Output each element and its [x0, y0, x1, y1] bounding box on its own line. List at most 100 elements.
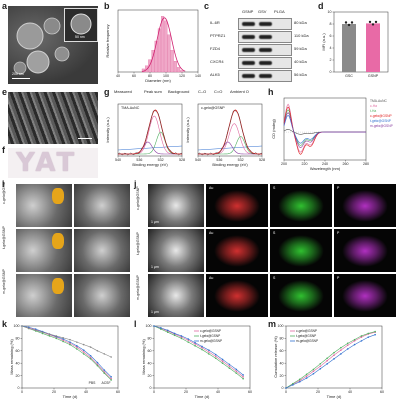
data-point — [292, 384, 294, 386]
data-point — [367, 336, 370, 338]
cd-series-line — [283, 103, 366, 153]
mfi-bar-chart: 0 2 4 6 8 10 MFI (a.u.) GSC GSNP — [321, 10, 389, 78]
mass-remaining-chart-l: 0 20 40 60 0 20 40 60 80 100 Time (d) Mass remainin… — [141, 324, 252, 399]
mfi-bar — [366, 23, 380, 72]
x-tick-label: 60 — [132, 74, 136, 78]
cd-spectrum: 200 220 240 260 280 Wavelength (nm) CD (mdeg) T… — [271, 97, 394, 171]
data-point — [103, 353, 106, 355]
x-tick-label: 528 — [179, 158, 185, 162]
data-point — [228, 367, 231, 369]
data-point — [62, 338, 64, 340]
data-point — [55, 335, 58, 337]
eds-scale-label: 1 μm — [151, 220, 159, 224]
histogram-bar — [173, 61, 177, 73]
yat-text: YAT — [16, 148, 78, 178]
plot-frame — [285, 325, 383, 389]
x-tick-label: 0 — [285, 390, 287, 394]
data-point — [353, 343, 356, 346]
panel-label-d: d — [318, 1, 324, 11]
plot-frame — [117, 103, 183, 157]
category-label: GSC — [345, 74, 353, 78]
data-point — [180, 336, 183, 338]
data-point — [34, 329, 37, 332]
xps-measured-line — [117, 110, 183, 156]
y-tick-label: 20 — [16, 374, 20, 378]
x-tick-label: 40 — [84, 390, 88, 394]
series-line — [153, 325, 244, 376]
cd-legend-label: t-gelα@GSNP — [370, 119, 392, 123]
x-tick-label: 40 — [216, 390, 220, 394]
data-point — [350, 21, 354, 24]
eds-sem-tile: 1 μm — [148, 274, 204, 317]
blot-band — [242, 48, 255, 52]
data-point — [346, 348, 349, 350]
x-tick-label: 240 — [322, 162, 328, 166]
eds-channel-tile: S — [270, 229, 332, 272]
xps-background-line — [197, 145, 263, 151]
x-tick-label: 140 — [195, 74, 201, 78]
cd-legend-label: m-gelα@GSNP — [370, 124, 394, 128]
y-axis-label: MFI (a.u.) — [321, 33, 326, 51]
data-point — [166, 331, 169, 333]
cd-series-line — [283, 106, 366, 155]
data-point — [326, 359, 328, 362]
data-point — [69, 342, 71, 345]
data-point — [62, 336, 64, 339]
scaffold-scale-bar — [78, 138, 92, 139]
data-point — [82, 343, 85, 346]
data-point — [89, 356, 92, 359]
data-point — [110, 379, 112, 381]
legend-label: c-gelα@GSNP — [296, 329, 317, 333]
panel-label-h: h — [268, 87, 274, 97]
data-point — [180, 337, 183, 340]
plot-frame — [21, 325, 119, 389]
blot-protein-label: FZD4 — [210, 46, 220, 51]
x-tick-label: 0 — [21, 390, 23, 394]
eds-signal — [342, 280, 388, 312]
data-point — [34, 328, 37, 330]
scale-label: 200 nm — [12, 72, 24, 76]
x-tick-label: 528 — [259, 158, 265, 162]
eds-channel-tile: Au — [206, 184, 268, 227]
eds-signal — [214, 190, 260, 222]
data-point — [214, 357, 217, 360]
data-point — [194, 345, 196, 347]
x-tick-label: 20 — [184, 390, 188, 394]
y-axis-label: Intensity (a.u.) — [185, 117, 190, 143]
western-blot: GSNP GSV PLGA IL-6R 80 kDa PTPRZ1 110 kDa FZ… — [210, 6, 314, 86]
panel-label-k: k — [2, 319, 8, 329]
x-tick-label: 532 — [158, 158, 164, 162]
blot-band — [259, 74, 272, 78]
data-point — [69, 338, 71, 341]
mfi-bar — [342, 24, 356, 72]
data-point — [367, 332, 370, 335]
blot-band — [242, 74, 255, 78]
y-tick-label: 0 — [18, 386, 20, 390]
eds-channel-label: P — [337, 276, 340, 280]
y-tick-label: 0 — [330, 70, 332, 74]
data-point — [201, 345, 203, 348]
eds-sem-tile: 1 μm — [148, 229, 204, 272]
panel-label-j: j — [134, 179, 137, 189]
x-tick-label: 220 — [302, 162, 308, 166]
plot-frame — [283, 97, 367, 161]
x-tick-label: 540 — [195, 158, 201, 162]
data-point — [319, 365, 322, 368]
y-tick-label: 0 — [150, 386, 152, 390]
eds-channel-tile: P — [334, 274, 396, 317]
x-tick-label: 60 — [116, 390, 120, 394]
y-axis-label: Cumulative release (%) — [273, 336, 278, 378]
blot-protein-label: CXCR4 — [210, 59, 224, 64]
data-point — [242, 376, 244, 378]
blot-band — [242, 61, 255, 65]
panel-label-e: e — [2, 87, 8, 97]
blot-band — [259, 61, 272, 65]
y-axis-label: Intensity (a.u.) — [105, 117, 110, 143]
histogram-bar — [167, 34, 171, 73]
data-point — [360, 340, 363, 342]
data-point — [89, 346, 92, 348]
yat-photo: YAT — [8, 148, 98, 178]
data-point — [346, 342, 349, 345]
data-point — [235, 370, 238, 373]
